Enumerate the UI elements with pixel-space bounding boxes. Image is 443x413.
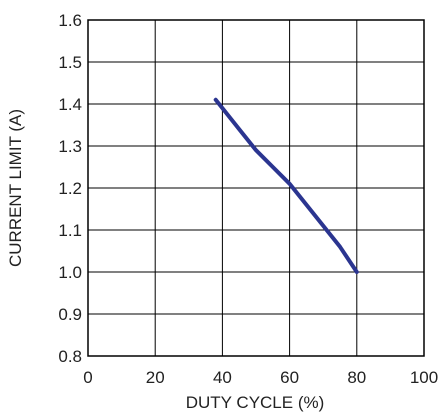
y-axis-label: CURRENT LIMIT (A) [6, 109, 25, 267]
plot-frame [87, 19, 425, 357]
y-tick-label: 1.1 [58, 221, 82, 240]
y-tick-label: 1.5 [58, 53, 82, 72]
tick-labels: 0 20 40 60 80 100 0.8 0.9 1.0 1.1 1.2 1.3 1.4 1.5 1.6 [58, 11, 438, 387]
y-tick-label: 1.0 [58, 263, 82, 282]
y-tick-label: 0.8 [58, 347, 82, 366]
y-tick-label: 1.4 [58, 95, 82, 114]
x-tick-label: 40 [213, 368, 232, 387]
x-tick-label: 80 [347, 368, 366, 387]
y-tick-label: 1.2 [58, 179, 82, 198]
y-tick-label: 1.6 [58, 11, 82, 30]
x-tick-label: 60 [280, 368, 299, 387]
current-limit-line [213, 97, 359, 274]
y-tick-label: 1.3 [58, 137, 82, 156]
grid [87, 19, 425, 357]
series-layer [213, 97, 359, 274]
x-tick-label: 100 [410, 368, 438, 387]
y-tick-label: 0.9 [58, 305, 82, 324]
x-tick-label: 20 [146, 368, 165, 387]
x-tick-label: 0 [83, 368, 92, 387]
x-axis-label: DUTY CYCLE (%) [186, 393, 325, 412]
